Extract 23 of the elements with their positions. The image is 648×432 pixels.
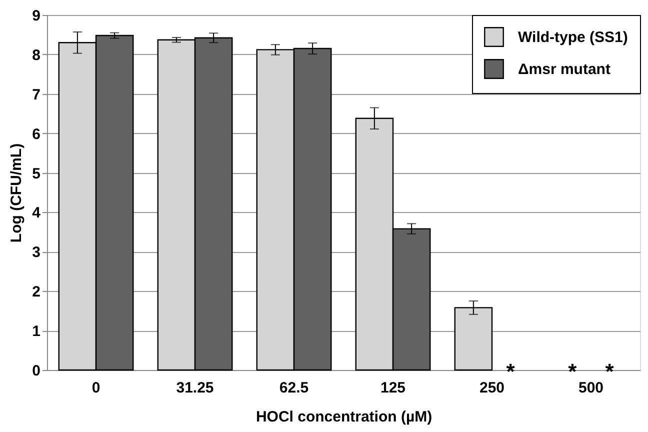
y-tick-label: 5: [32, 165, 40, 182]
y-tick-label: 8: [32, 46, 40, 64]
y-tick-label: 7: [32, 86, 40, 104]
y-axis-title: Log (CFU/mL): [8, 143, 26, 243]
y-tick-label: 2: [32, 284, 40, 301]
y-tick-label: 1: [32, 323, 40, 340]
x-tick-label: 125: [380, 380, 406, 396]
y-tick-label: 4: [32, 204, 42, 222]
y-tick-label: 3: [32, 244, 40, 262]
y-tick-label: 9: [32, 8, 40, 24]
annotation: *: [506, 359, 516, 384]
legend-label: Wild-type (SS1): [518, 29, 628, 46]
legend-label: Δmsr mutant: [518, 61, 610, 78]
y-tick-label: 6: [32, 126, 40, 143]
y-tick-label: 0: [32, 362, 40, 380]
x-tick-label: 0: [92, 380, 100, 396]
annotation: *: [605, 359, 614, 384]
x-axis-title: HOCl concentration (µM): [256, 408, 432, 426]
x-tick-label: 250: [479, 380, 505, 396]
x-tick-label: 500: [578, 380, 604, 396]
x-tick-label: 31.25: [176, 380, 214, 396]
annotation: *: [568, 359, 578, 384]
x-tick-label: 62.5: [279, 380, 309, 396]
